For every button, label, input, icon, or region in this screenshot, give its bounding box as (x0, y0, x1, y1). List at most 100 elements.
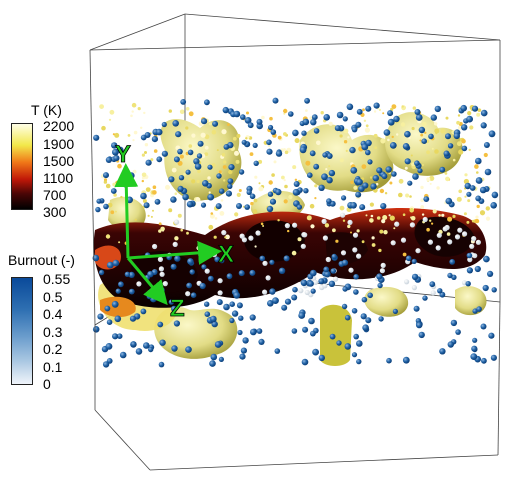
particle-burnt (352, 232, 359, 238)
flame-spark (114, 132, 120, 138)
particle-coal (392, 308, 398, 314)
particle-coal (488, 332, 495, 339)
flame-spark (379, 188, 385, 194)
flame-spark (204, 152, 209, 157)
flame-spark (254, 245, 257, 248)
particle-coal (189, 269, 195, 275)
flame-spark (294, 178, 298, 181)
particle-coal (158, 361, 165, 368)
flame-spark (404, 166, 408, 170)
flame-spark (469, 125, 474, 130)
flame-spark (144, 143, 149, 147)
particle-coal (269, 288, 276, 295)
particle-coal (480, 323, 487, 330)
particle-coal (350, 167, 358, 174)
particle-coal (378, 316, 384, 322)
particle-coal (311, 114, 318, 121)
particle-burnt (454, 234, 461, 240)
flame-spark (180, 228, 183, 232)
particle-coal (351, 352, 358, 358)
particle-coal (170, 263, 177, 270)
particle-coal (242, 337, 249, 344)
particle-coal (229, 317, 235, 324)
particle-coal (355, 191, 362, 198)
particle-coal (402, 356, 410, 364)
flame-spark (461, 138, 466, 144)
particle-coal (267, 300, 274, 307)
particle-coal (415, 114, 423, 121)
flame-spark (420, 198, 425, 202)
flame-spark (288, 194, 293, 200)
flame-spark (456, 141, 462, 147)
flame-spark (429, 175, 435, 181)
particle-coal (322, 152, 328, 158)
particle-coal (291, 294, 298, 301)
particle-coal (143, 202, 150, 209)
particle-coal (241, 139, 247, 145)
particle-coal (172, 120, 179, 127)
particle-coal (161, 121, 167, 128)
flame-spark (179, 154, 184, 159)
flame-spark (393, 227, 396, 230)
particle-coal (249, 269, 256, 276)
particle-coal (365, 139, 372, 147)
flame-spark (464, 195, 467, 198)
flame-spark (214, 217, 218, 220)
particle-coal (391, 171, 397, 177)
particle-coal (422, 295, 428, 301)
particle-coal (370, 183, 377, 190)
particle-coal (106, 319, 113, 326)
particle-coal (151, 136, 158, 143)
particle-coal (140, 308, 147, 315)
flame-spark (391, 104, 397, 109)
particle-coal (346, 103, 354, 111)
flame-spark (452, 214, 456, 218)
particle-coal (407, 180, 413, 186)
flame-spark (258, 186, 264, 192)
particle-coal (482, 284, 489, 292)
particle-burnt (322, 283, 328, 289)
flame-spark (118, 241, 121, 244)
particle-coal (428, 133, 434, 140)
particle-coal (296, 204, 303, 210)
particle-coal (472, 337, 478, 343)
particle-coal (323, 114, 331, 121)
particle-coal (443, 150, 450, 157)
particle-burnt (442, 226, 448, 232)
particle-coal (112, 259, 120, 267)
particle-coal (256, 328, 263, 334)
particle-coal (209, 360, 216, 367)
particle-burnt (340, 250, 347, 256)
flame-spark (252, 209, 258, 214)
particle-coal (330, 268, 337, 274)
flame-spark (410, 154, 413, 157)
flame-spark (365, 214, 368, 217)
particle-coal (381, 173, 388, 180)
particle-coal (480, 122, 487, 129)
flame-spark (398, 178, 404, 184)
flame-spark (225, 234, 230, 240)
particle-coal (417, 168, 423, 174)
particle-coal (386, 357, 392, 364)
particle-coal (201, 264, 207, 270)
burnout-legend-title: Burnout (-) (8, 252, 75, 268)
flame-spark (179, 109, 185, 115)
particle-coal (212, 120, 219, 127)
flame-spark (426, 227, 430, 232)
particle-coal (326, 198, 332, 204)
flame-spark (160, 226, 165, 232)
particle-coal (168, 299, 175, 305)
particle-coal (173, 320, 180, 327)
flame-spark (114, 210, 117, 213)
particle-coal (218, 356, 224, 362)
particle-coal (293, 181, 300, 187)
flame-spark (474, 218, 480, 224)
flame-spark (171, 167, 177, 173)
flame-spark (477, 108, 482, 112)
particle-coal (429, 281, 436, 288)
z-axis-arrow (126, 257, 168, 306)
particle-coal (445, 133, 451, 140)
particle-coal (186, 282, 193, 289)
flame-spark (402, 252, 407, 257)
particle-coal (393, 115, 400, 123)
